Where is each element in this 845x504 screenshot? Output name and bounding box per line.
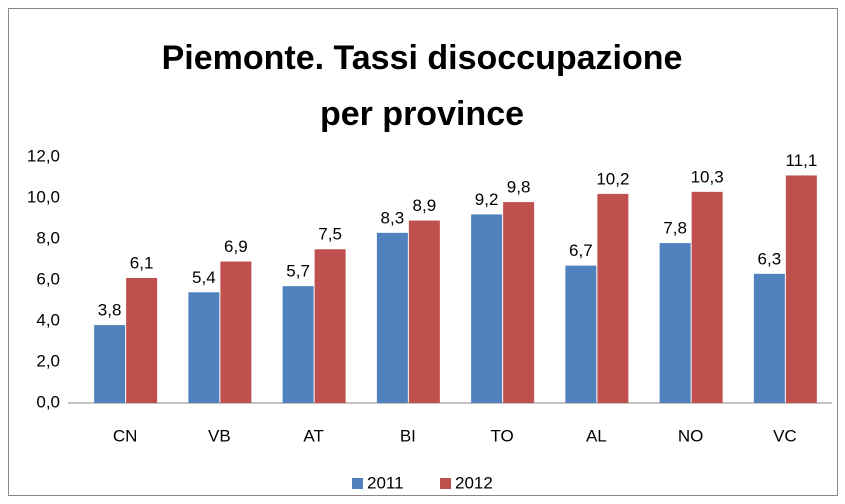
legend-swatch	[352, 478, 363, 489]
data-label: 6,9	[224, 237, 248, 256]
bar	[126, 277, 158, 403]
bar	[565, 265, 597, 403]
x-tick-label: AL	[586, 426, 607, 445]
legend-label: 2012	[455, 473, 493, 492]
bar	[94, 325, 126, 403]
data-label: 3,8	[98, 301, 122, 320]
x-tick-label: VB	[208, 426, 231, 445]
data-label: 10,3	[691, 167, 724, 186]
data-label: 5,4	[192, 268, 216, 287]
data-label: 9,8	[507, 178, 531, 197]
y-tick-label: 6,0	[36, 269, 60, 288]
data-label: 8,9	[413, 196, 437, 215]
data-label: 9,2	[475, 190, 499, 209]
data-label: 6,1	[130, 253, 154, 272]
data-label: 8,3	[381, 208, 405, 227]
y-tick-label: 12,0	[27, 146, 60, 165]
x-tick-label: AT	[303, 426, 323, 445]
data-label: 7,5	[318, 225, 342, 244]
legend-swatch	[440, 478, 451, 489]
x-tick-label: CN	[113, 426, 138, 445]
bar	[376, 232, 408, 403]
data-label: 5,7	[286, 262, 310, 281]
y-tick-label: 2,0	[36, 351, 60, 370]
data-label: 10,2	[596, 169, 629, 188]
y-tick-label: 0,0	[36, 392, 60, 411]
y-tick-label: 10,0	[27, 187, 60, 206]
bar	[785, 175, 817, 403]
bar	[188, 292, 220, 403]
x-tick-label: VC	[773, 426, 797, 445]
data-label: 6,3	[758, 249, 782, 268]
data-label: 11,1	[785, 151, 817, 170]
data-label: 7,8	[663, 219, 687, 238]
bar	[408, 220, 440, 403]
bar	[659, 243, 691, 403]
y-tick-label: 4,0	[36, 310, 60, 329]
x-tick-label: TO	[490, 426, 513, 445]
bar	[691, 191, 723, 403]
y-tick-label: 8,0	[36, 228, 60, 247]
data-label: 6,7	[569, 241, 593, 260]
bar	[314, 249, 346, 403]
bar	[503, 202, 535, 403]
x-tick-label: NO	[678, 426, 704, 445]
bar	[753, 273, 785, 403]
legend-label: 2011	[367, 473, 404, 492]
bar	[220, 261, 252, 403]
bar	[282, 286, 314, 403]
x-tick-label: BI	[400, 426, 416, 445]
chart-title: Piemonte. Tassi disoccupazione per provi…	[161, 39, 683, 133]
bar	[597, 193, 629, 403]
bar	[471, 214, 503, 403]
